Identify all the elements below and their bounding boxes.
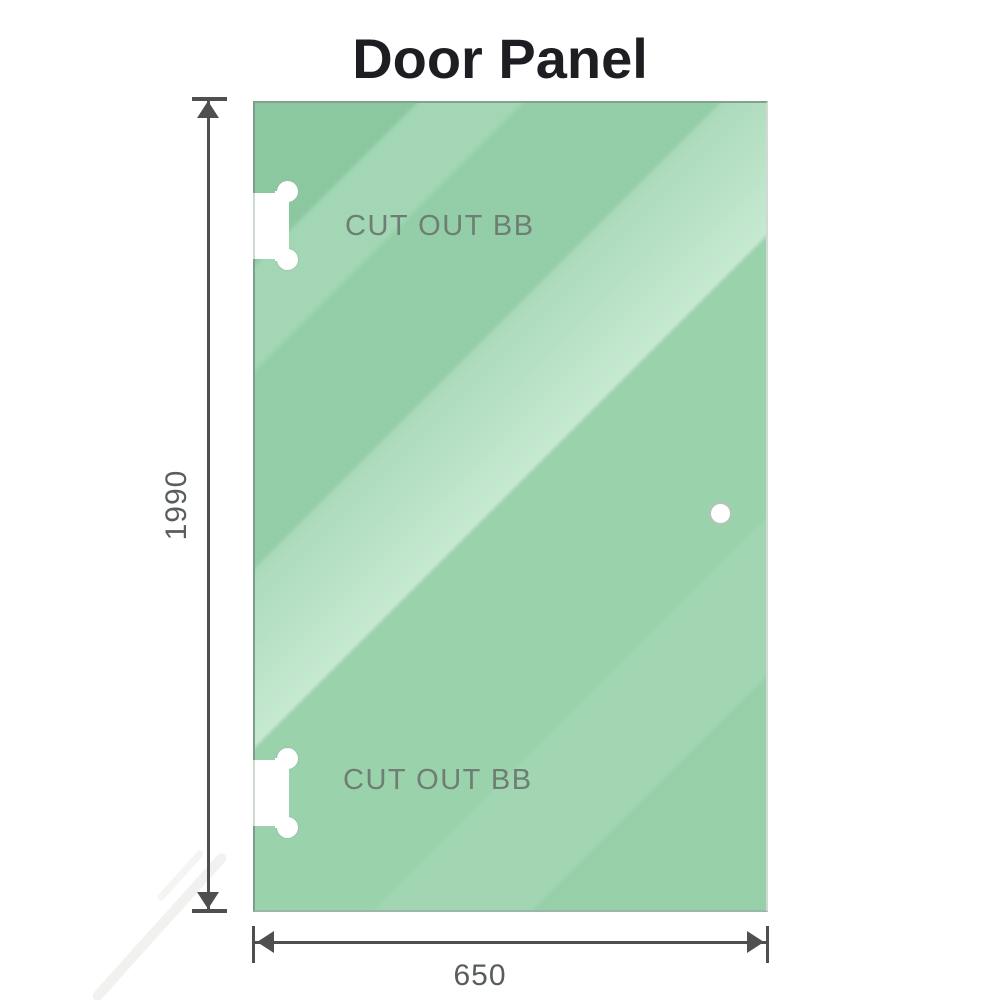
height-dimension-line [207, 99, 210, 912]
height-dimension-label: 1990 [160, 469, 193, 541]
width-dimension-line [255, 941, 766, 944]
arrow-right-icon [747, 931, 764, 953]
dimension-end-cap [766, 926, 769, 963]
dimension-end-cap [252, 926, 255, 963]
dimension-end-cap [192, 909, 227, 913]
width-dimension-label: 650 [453, 959, 507, 992]
arrow-down-icon [197, 892, 219, 909]
handle-hole [709, 502, 732, 525]
glass-panel: CUT OUT BB CUT OUT BB [253, 101, 768, 912]
cutout-label-bottom: CUT OUT BB [343, 764, 533, 796]
cutout-body [275, 191, 289, 261]
cutout-label-top: CUT OUT BB [345, 210, 535, 242]
diagram-title: Door Panel [352, 27, 648, 90]
cutout-body [275, 758, 289, 828]
